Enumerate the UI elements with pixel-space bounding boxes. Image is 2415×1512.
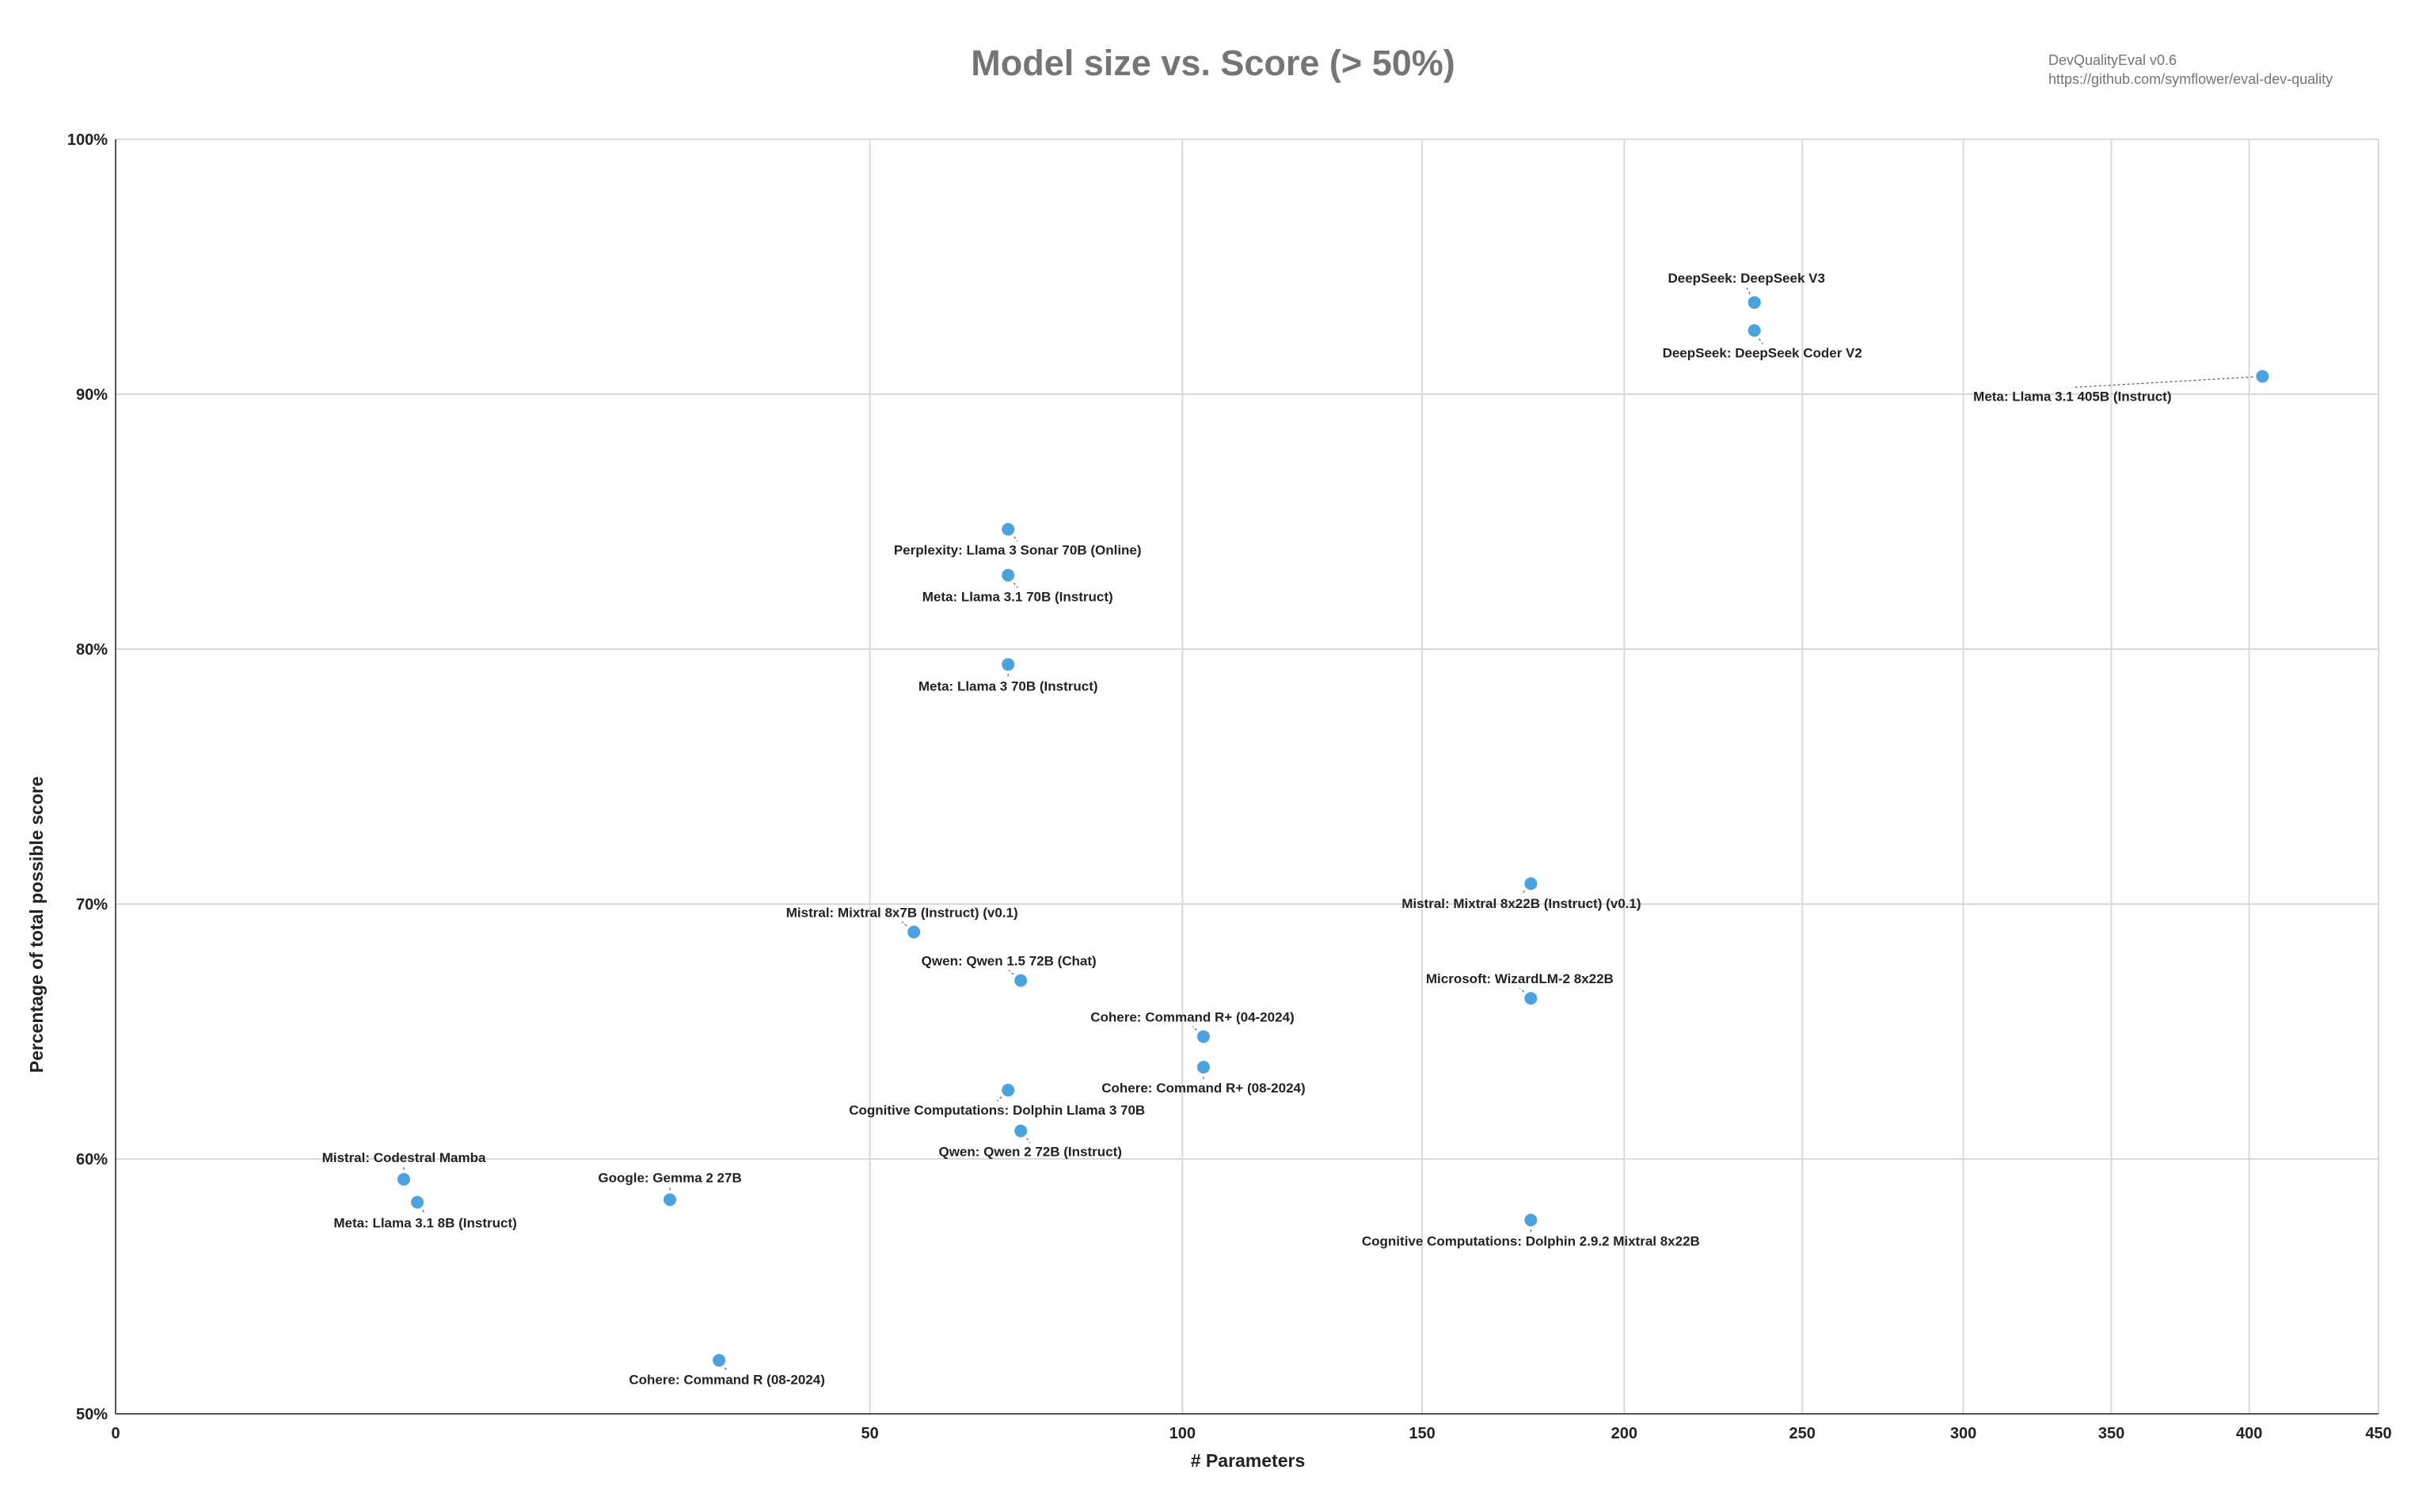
- x-tick-label: 250: [1789, 1425, 1816, 1442]
- y-tick-label: 90%: [76, 386, 108, 404]
- x-axis-title: # Parameters: [1191, 1450, 1306, 1471]
- data-point: [1746, 294, 1763, 311]
- point-label: Meta: Llama 3.1 8B (Instruct): [333, 1216, 516, 1231]
- x-tick-label: 100: [1169, 1425, 1196, 1442]
- point-label: DeepSeek: DeepSeek V3: [1668, 271, 1824, 286]
- data-point: [711, 1352, 728, 1369]
- data-point: [2254, 368, 2271, 385]
- data-point: [1523, 990, 1539, 1007]
- chart-title: Model size vs. Score (> 50%): [971, 43, 1455, 83]
- data-point: [409, 1194, 426, 1210]
- data-point: [396, 1171, 413, 1187]
- x-tick-label: 350: [2098, 1425, 2124, 1442]
- data-point: [1746, 322, 1763, 339]
- point-label: Meta: Llama 3.1 70B (Instruct): [922, 590, 1113, 605]
- y-tick-label: 50%: [76, 1406, 108, 1423]
- point-label: Mistral: Mixtral 8x22B (Instruct) (v0.1): [1401, 896, 1641, 911]
- data-points: [396, 294, 2271, 1369]
- y-tick-label: 80%: [76, 641, 108, 659]
- point-label: Perplexity: Llama 3 Sonar 70B (Online): [894, 543, 1142, 558]
- label-leaders: [403, 287, 2263, 1371]
- point-label: Meta: Llama 3 70B (Instruct): [918, 678, 1098, 693]
- data-point: [1000, 1082, 1017, 1099]
- point-label: Meta: Llama 3.1 405B (Instruct): [1973, 389, 2171, 404]
- label-leader: [2072, 375, 2263, 389]
- point-label: Cohere: Command R+ (04-2024): [1090, 1009, 1294, 1024]
- point-label: Cognitive Computations: Dolphin 2.9.2 Mi…: [1362, 1233, 1700, 1248]
- source-line-2: https://github.com/symflower/eval-dev-qu…: [2048, 71, 2333, 87]
- source-line-1: DevQualityEval v0.6: [2048, 52, 2177, 68]
- data-point: [1195, 1059, 1211, 1076]
- x-tick-label: 300: [1950, 1425, 1976, 1442]
- data-point: [1523, 1212, 1539, 1229]
- point-label: Mistral: Codestral Mamba: [322, 1150, 486, 1165]
- point-labels: DeepSeek: DeepSeek V3 DeepSeek: DeepSeek …: [322, 271, 2172, 1387]
- x-tick-label: 150: [1409, 1425, 1435, 1442]
- data-point: [1013, 972, 1029, 989]
- point-label: Cohere: Command R+ (08-2024): [1101, 1081, 1305, 1096]
- data-point: [1013, 1123, 1029, 1139]
- data-point: [1195, 1028, 1211, 1045]
- x-tick-label: 50: [861, 1425, 879, 1442]
- y-axis-title: Percentage of total possible score: [26, 777, 47, 1073]
- point-label: Qwen: Qwen 1.5 72B (Chat): [922, 954, 1097, 969]
- data-point: [1523, 876, 1539, 892]
- data-point: [1000, 567, 1017, 583]
- data-point: [662, 1191, 679, 1208]
- data-point: [1000, 521, 1017, 538]
- y-tick-label: 100%: [67, 131, 108, 149]
- y-tick-label: 70%: [76, 896, 108, 914]
- x-tick-label: 0: [111, 1425, 120, 1442]
- x-tick-label: 200: [1611, 1425, 1637, 1442]
- point-label: Cohere: Command R (08-2024): [629, 1372, 825, 1387]
- axes: 50% 60% 70% 80% 90% 100% 0 50 100 150 200 250 300 350…: [67, 131, 2392, 1442]
- y-tick-label: 60%: [76, 1151, 108, 1168]
- point-label: Google: Gemma 2 27B: [598, 1171, 741, 1186]
- grid: [116, 139, 2379, 1414]
- x-tick-label: 400: [2236, 1425, 2262, 1442]
- point-label: Qwen: Qwen 2 72B (Instruct): [938, 1145, 1121, 1160]
- point-label: DeepSeek: DeepSeek Coder V2: [1663, 346, 1862, 361]
- point-label: Cognitive Computations: Dolphin Llama 3 …: [849, 1103, 1145, 1118]
- point-label: Mistral: Mixtral 8x7B (Instruct) (v0.1): [786, 905, 1018, 920]
- data-point: [906, 924, 922, 940]
- data-point: [1000, 656, 1017, 673]
- x-tick-label: 450: [2365, 1425, 2391, 1442]
- point-label: Microsoft: WizardLM-2 8x22B: [1426, 971, 1614, 986]
